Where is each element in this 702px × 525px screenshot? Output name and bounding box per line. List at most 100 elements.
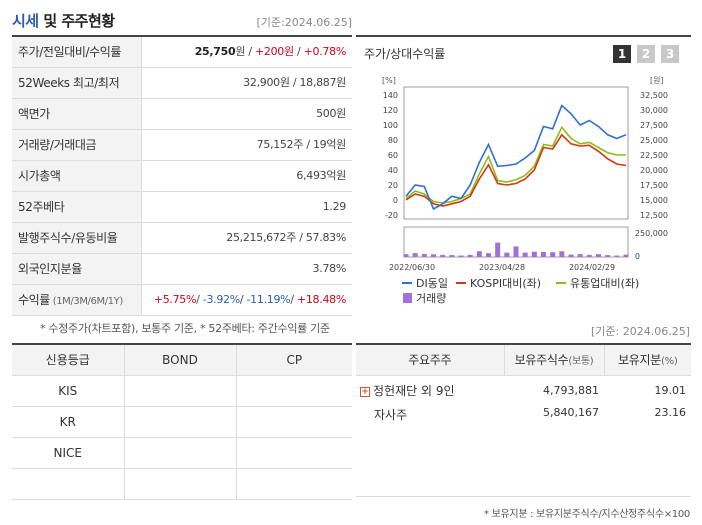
credit-header-rating: 신용등급: [12, 344, 124, 376]
volume-bar: [577, 254, 583, 257]
credit-row: KR: [12, 406, 352, 438]
y-left-tick-label: 60: [388, 151, 398, 160]
volume-bar: [449, 255, 455, 257]
price-stats-table: 주가/전일대비/수익률 25,750원 / +200원 / +0.78% 52Wee…: [12, 35, 352, 316]
stats-value: 25,215,672주 / 57.83%: [226, 231, 346, 244]
volume-bar: [522, 252, 528, 257]
credit-cell: [235, 375, 352, 407]
y-right-tick-label: 32,500: [640, 91, 668, 100]
credit-rating-table: 신용등급 BOND CP KIS KR NICE: [12, 343, 352, 500]
stats-row: 주가/전일대비/수익률 25,750원 / +200원 / +0.78%: [12, 37, 352, 68]
stats-row: 52Weeks 최고/최저 32,900원 / 18,887원: [12, 68, 352, 99]
chart-tab-1[interactable]: 1: [613, 45, 631, 63]
chart-plot-frame: [403, 86, 629, 220]
y-right-tick-label: 20,000: [640, 166, 668, 175]
legend-label: 거래량: [416, 292, 446, 305]
volume-bar: [486, 253, 491, 257]
y-left-tick-label: 20: [388, 181, 398, 190]
y-left-tick-label: -20: [385, 211, 398, 220]
y-left-tick-label: 100: [383, 121, 398, 130]
stats-label: 외국인지분율: [12, 254, 142, 284]
chart-title: 주가/상대수익률: [364, 47, 446, 61]
volume-bar: [605, 255, 611, 257]
volume-bar: [431, 254, 436, 257]
holders-header-name: 주요주주: [356, 344, 504, 376]
credit-row: NICE: [12, 437, 352, 469]
credit-cell: [235, 437, 352, 469]
volume-bar: [504, 252, 510, 257]
stats-row: 52주베타 1.29: [12, 192, 352, 223]
holders-footnote: * 보유지분 : 보유지분주식수/지수산정주식수×100: [484, 509, 690, 520]
legend-box-swatch: [403, 293, 412, 303]
stats-row: 외국인지분율 3.78%: [12, 254, 352, 285]
stats-label: 발행주식수/유동비율: [12, 223, 142, 253]
y-left-tick-label: 140: [383, 91, 398, 100]
stats-row: 액면가 500원: [12, 99, 352, 130]
chart-tab-3[interactable]: 3: [661, 45, 679, 63]
y-left-tick-label: 40: [388, 166, 398, 175]
stats-label: 시가총액: [12, 161, 142, 191]
stats-value: 32,900원 / 18,887원: [243, 76, 346, 89]
volume-bar: [467, 254, 473, 257]
credit-cell: [235, 406, 352, 438]
y-right-tick-label: 25,000: [640, 136, 668, 145]
stats-value: 75,152주 / 19억원: [256, 138, 347, 151]
shareholder-row: 자사주 5,840,167 23.16: [356, 406, 691, 497]
y-right-tick-label: 27,500: [640, 121, 668, 130]
series-line: [405, 133, 627, 207]
series-line: [405, 125, 626, 204]
credit-header-cp: CP: [235, 344, 352, 376]
credit-cell: [235, 468, 352, 500]
stats-value: +5.75%/ -3.92%/ -11.19%/ +18.48%: [153, 293, 347, 306]
volume-tick-label: 250,000: [635, 229, 668, 238]
credit-cell: [123, 375, 236, 407]
base-date: [기준:2024.06.25]: [256, 16, 352, 29]
base-date-holders: [기준: 2024.06.25]: [590, 325, 690, 338]
stats-value: 1.29: [322, 200, 347, 213]
credit-cell: [12, 468, 124, 500]
stats-row: 시가총액 6,493억원: [12, 161, 352, 192]
y-left-tick-label: 0: [393, 196, 398, 205]
y-right-tick-label: 12,500: [640, 211, 668, 220]
y-right-tick-label: 15,000: [640, 196, 668, 205]
volume-bar: [403, 254, 409, 257]
holders-header-pct: 보유지분(%): [603, 344, 691, 376]
section-header: 시세 및 주주현황 [기준:2024.06.25]: [12, 8, 352, 32]
y-left-tick-label: 80: [388, 136, 398, 145]
stats-value: 3.78%: [312, 262, 347, 275]
stats-row: 수익률 (1M/3M/6M/1Y) +5.75%/ -3.92%/ -11.19%…: [12, 285, 352, 316]
shareholder-pct: 23.16: [604, 406, 691, 497]
stats-label: 수익률 (1M/3M/6M/1Y): [12, 285, 142, 315]
credit-cell: KIS: [12, 375, 124, 407]
stats-label: 52주베타: [12, 192, 142, 222]
expand-plus-icon[interactable]: +: [360, 386, 370, 397]
volume-bar: [550, 252, 556, 257]
shareholder-pct: 19.01: [654, 384, 687, 398]
credit-cell: KR: [12, 406, 124, 438]
volume-bar: [586, 254, 592, 257]
shareholder-name: 자사주: [356, 406, 504, 497]
volume-bar: [568, 254, 574, 257]
shareholder-shares: 4,793,881: [543, 384, 599, 398]
legend-label: DI동일: [416, 276, 448, 290]
stats-value: 500원: [316, 107, 346, 120]
credit-row: [12, 468, 352, 500]
shareholder-row: + 정헌재단 외 9인 4,793,881 19.01: [356, 375, 691, 406]
shareholder-shares: 5,840,167: [504, 406, 604, 497]
stats-label: 액면가: [12, 99, 142, 129]
volume-bar: [541, 252, 546, 257]
y-right-tick-label: 22,500: [640, 151, 668, 160]
credit-cell: [123, 406, 236, 438]
series-line: [405, 104, 627, 211]
shareholder-name: + 정헌재단 외 9인: [360, 384, 455, 399]
x-tick-label: 2024/02/29: [569, 263, 615, 272]
chart-tab-2[interactable]: 2: [637, 45, 655, 63]
credit-cell: [123, 468, 236, 500]
volume-bar: [614, 255, 620, 257]
volume-bar: [458, 255, 464, 257]
stats-row: 발행주식수/유동비율 25,215,672주 / 57.83%: [12, 223, 352, 254]
credit-cell: NICE: [12, 437, 124, 469]
stats-value: 25,750원 / +200원 / +0.78%: [194, 45, 347, 58]
legend-label: 유통업대비(좌): [570, 277, 639, 290]
